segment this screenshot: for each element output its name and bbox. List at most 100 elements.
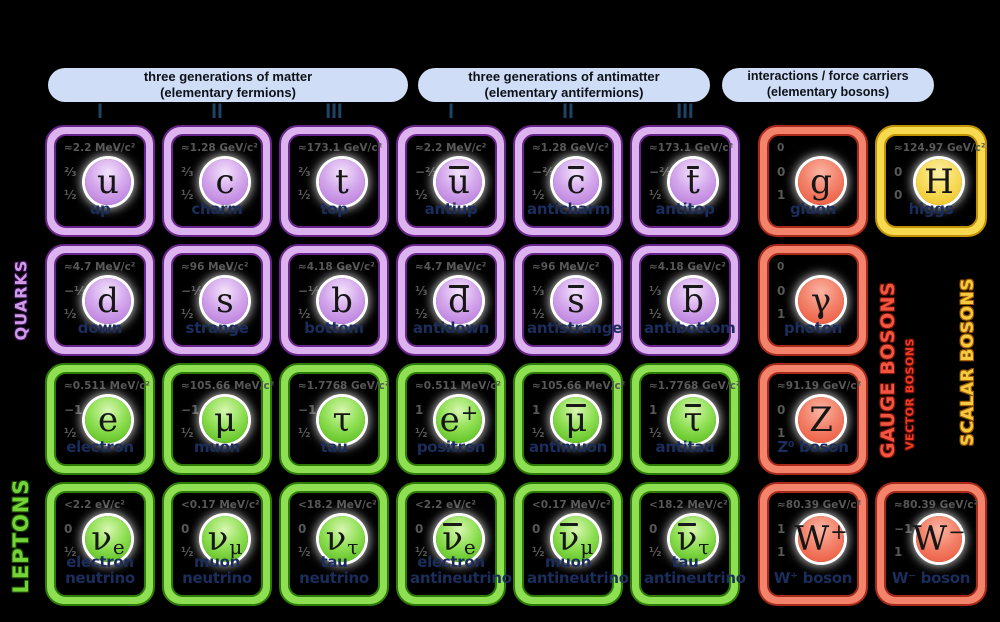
particle-name: antitau: [655, 437, 715, 456]
quarks-section-label: QUARKS: [11, 259, 31, 341]
particle-symbol: c: [215, 162, 235, 202]
particle-cell-w-plus-boson: ≈80.39 GeV/c² 1 1 W + W⁺ boson: [758, 482, 868, 606]
particle-mass: 0: [777, 261, 785, 273]
particle-symbol: ν: [207, 519, 229, 559]
particle-name: antistrange: [527, 318, 623, 337]
particle-symbol: τ: [332, 400, 352, 440]
particle-name: positron: [416, 437, 486, 456]
header-antimatter-line2: (elementary antifermions): [484, 85, 644, 100]
particle-panel: ≈1.7768 GeV/c² 1 ½ τ antitau: [639, 372, 741, 466]
particle-name: muon neutrino: [182, 552, 252, 587]
particle-panel: ≈91.19 GeV/c² 0 1 Z Z⁰ boson: [767, 372, 861, 466]
particle-spin: ½: [298, 188, 311, 202]
particle-cell-tau: ≈1.7768 GeV/c² −1 ½ τ tau: [279, 363, 390, 475]
particle-charge: ⅔: [298, 165, 311, 179]
particle-panel: ≈2.2 MeV/c² ⅔ ½ u up: [54, 134, 146, 228]
particle-cell-gluon: 0 0 1 g gluon: [758, 125, 868, 237]
particle-symbol-superscript: −: [948, 520, 966, 544]
particle-spin: ½: [649, 426, 662, 440]
particle-name: tau neutrino: [299, 552, 369, 587]
particle-symbol-superscript: +: [460, 401, 479, 425]
particle-symbol-subscript: e: [463, 535, 476, 559]
particle-panel: ≈1.28 GeV/c² ⅔ ½ c charm: [171, 134, 263, 228]
particle-symbol-circle: e +: [436, 397, 482, 443]
particle-mass: ≈4.18 GeV/c²: [298, 261, 375, 273]
particle-spin: ½: [415, 307, 428, 321]
particle-charge: 1: [532, 403, 541, 417]
particle-charge: 1: [649, 403, 658, 417]
particle-symbol-circle: Z: [798, 397, 844, 443]
particle-symbol-circle: γ: [798, 278, 844, 324]
header-matter: three generations of matter (elementary …: [48, 68, 408, 102]
particle-cell-anticharm: ≈1.28 GeV/c² −⅔ ½ c anticharm: [513, 125, 623, 237]
scalar-bosons-section-label: SCALAR BOSONS: [958, 278, 978, 446]
particle-cell-antitop: ≈173.1 GeV/c² −⅔ ½ t antitop: [630, 125, 740, 237]
particle-mass: ≈1.28 GeV/c²: [181, 142, 258, 154]
particle-name: tau antineutrino: [644, 552, 746, 587]
particle-spin: ½: [64, 426, 77, 440]
particle-name: electron neutrino: [65, 552, 135, 587]
particle-mass: ≈1.28 GeV/c²: [532, 142, 609, 154]
particle-symbol: μ: [213, 400, 237, 440]
particle-mass: ≈124.97 GeV/c²: [894, 142, 986, 154]
particle-spin: 1: [777, 426, 786, 440]
particle-symbol: ν: [325, 519, 347, 559]
particle-cell-charm: ≈1.28 GeV/c² ⅔ ½ c charm: [162, 125, 272, 237]
particle-cell-antistrange: ≈96 MeV/c² ⅓ ½ s antistrange: [513, 244, 623, 356]
particle-mass: ≈105.66 MeV/c²: [181, 380, 275, 392]
header-antimatter-line1: three generations of antimatter: [468, 68, 660, 84]
particle-charge: −⅓: [298, 284, 321, 298]
header-antimatter: three generations of antimatter (element…: [418, 68, 710, 102]
particle-name: tau: [320, 437, 348, 456]
particle-cell-antiup: ≈2.2 MeV/c² −⅔ ½ u antiup: [396, 125, 506, 237]
particle-symbol: g: [810, 162, 832, 202]
particle-symbol-circle: H: [916, 159, 962, 205]
particle-name: strange: [185, 318, 249, 337]
particle-mass: ≈173.1 GeV/c²: [649, 142, 734, 154]
particle-panel: ≈173.1 GeV/c² ⅔ ½ t top: [288, 134, 383, 228]
header-bosons-line1: interactions / force carriers: [747, 69, 909, 84]
particle-symbol: d: [448, 281, 470, 321]
particle-name: W⁺ boson: [773, 568, 853, 587]
particle-cell-down: ≈4.7 MeV/c² −⅓ ½ d down: [45, 244, 155, 356]
particle-spin: ½: [181, 188, 194, 202]
particle-cell-bottom: ≈4.18 GeV/c² −⅓ ½ b bottom: [279, 244, 389, 356]
particle-charge: ⅔: [64, 165, 77, 179]
particle-symbol-circle: d: [436, 278, 482, 324]
particle-charge: 0: [649, 522, 658, 536]
particle-symbol: ν: [558, 519, 580, 559]
particle-charge: −⅓: [64, 284, 87, 298]
particle-mass: <0.17 MeV/c²: [532, 499, 611, 511]
particle-symbol: d: [97, 281, 119, 321]
particle-mass: ≈0.511 MeV/c²: [64, 380, 151, 392]
particle-spin: ½: [532, 188, 545, 202]
particle-mass: ≈0.511 MeV/c²: [415, 380, 502, 392]
particle-charge: −1: [181, 403, 200, 417]
particle-charge: 0: [777, 165, 786, 179]
particle-mass: ≈1.7768 GeV/c²: [649, 380, 741, 392]
particle-mass: <0.17 MeV/c²: [181, 499, 260, 511]
particle-mass: ≈173.1 GeV/c²: [298, 142, 383, 154]
particle-name: antiup: [424, 199, 478, 218]
particle-panel: ≈96 MeV/c² −⅓ ½ s strange: [171, 253, 263, 347]
particle-name: photon: [783, 318, 843, 337]
particle-symbol: Z: [809, 400, 833, 440]
particle-name: muon antineutrino: [527, 552, 629, 587]
particle-panel: ≈173.1 GeV/c² −⅔ ½ t antitop: [639, 134, 734, 228]
particle-panel: ≈1.28 GeV/c² −⅔ ½ c anticharm: [522, 134, 614, 228]
particle-name: antibottom: [644, 318, 736, 337]
generation-label-1: I: [97, 100, 103, 123]
particle-charge: 0: [64, 522, 73, 536]
particle-cell-electron-neutrino: <2.2 eV/c² 0 ½ ν e electron neutrino: [45, 482, 155, 606]
particle-mass: <2.2 eV/c²: [64, 499, 125, 511]
particle-symbol-circle: s: [553, 278, 599, 324]
particle-cell-top: ≈173.1 GeV/c² ⅔ ½ t top: [279, 125, 389, 237]
particle-name: anticharm: [527, 199, 611, 218]
particle-symbol-circle: μ: [202, 397, 248, 443]
generation-label-5: II: [562, 100, 574, 123]
particle-charge: −⅓: [181, 284, 204, 298]
particle-name: antidown: [412, 318, 490, 337]
particle-charge: 0: [298, 522, 307, 536]
